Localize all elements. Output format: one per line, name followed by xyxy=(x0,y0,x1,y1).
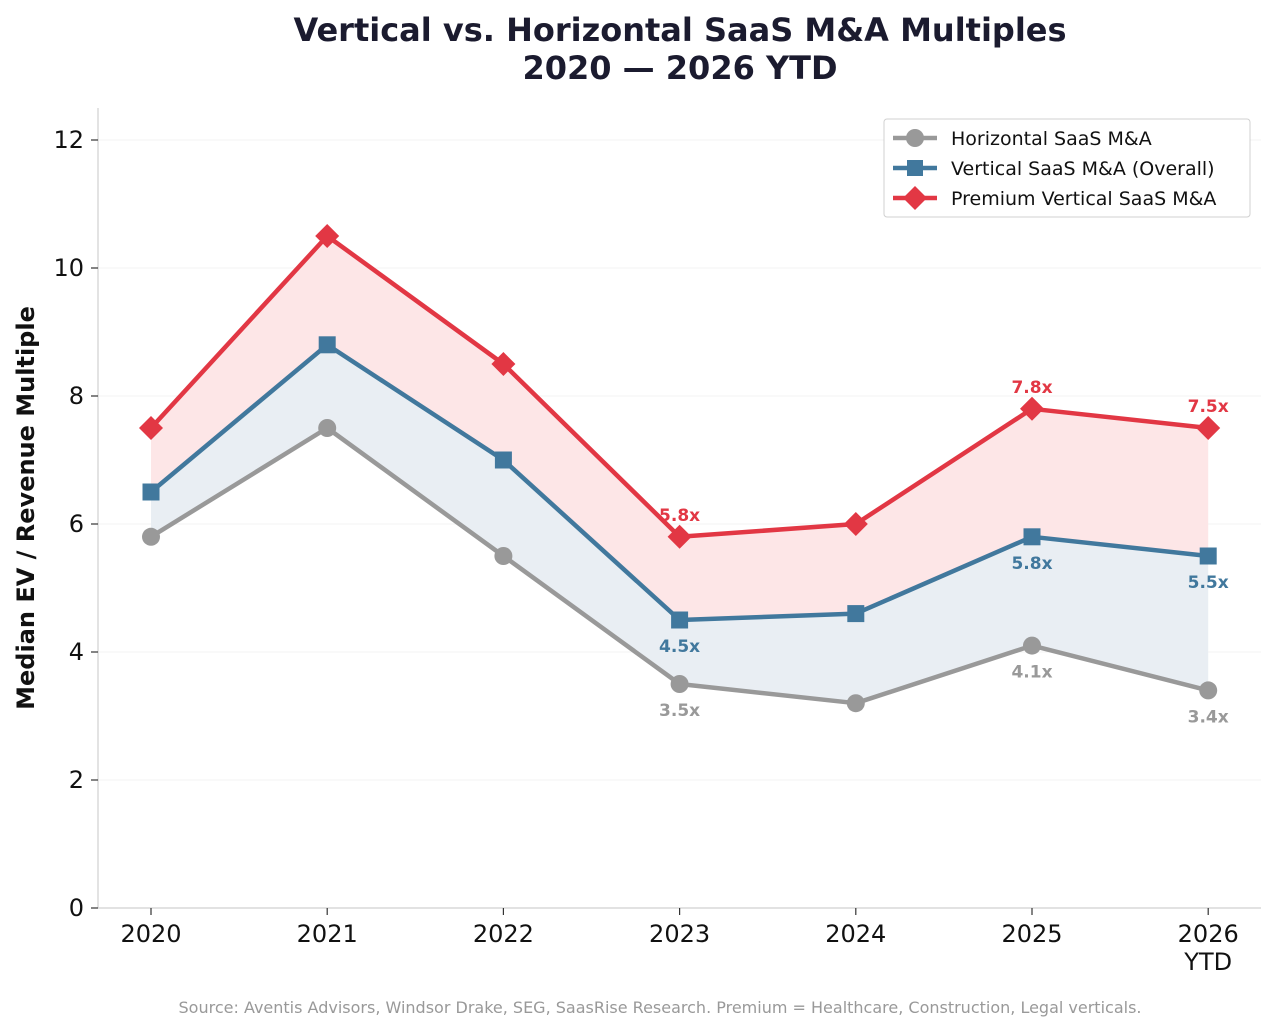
legend-label: Horizontal SaaS M&A xyxy=(951,128,1152,150)
series-lines xyxy=(139,224,1221,713)
y-tick-label: 4 xyxy=(69,638,84,666)
data-labels: 3.5x 4.1x 3.4x 4.5x 5.8x 5.5x 5.8x 7.8x 7.5x xyxy=(659,378,1229,728)
y-axis-label: Median EV / Revenue Multiple xyxy=(12,306,40,710)
y-tick-label: 8 xyxy=(69,382,84,410)
x-ticks: 2020 2021 2022 2023 2024 2025 2026 YTD xyxy=(120,908,1239,976)
source-note: Source: Aventis Advisors, Windsor Drake,… xyxy=(179,998,1142,1017)
data-label-vertical-saas-m-a-overall: 5.5x xyxy=(1188,573,1229,593)
data-label-vertical-saas-m-a-overall: 4.5x xyxy=(659,637,700,657)
y-tick-label: 6 xyxy=(69,510,84,538)
data-label-horizontal-saas-m-a: 3.5x xyxy=(659,701,700,721)
x-tick-label: 2025 xyxy=(1001,920,1062,948)
x-tick-label: 2022 xyxy=(473,920,534,948)
data-point-vertical-saas-m-a-overall xyxy=(142,483,160,501)
data-point-vertical-saas-m-a-overall xyxy=(494,451,512,469)
data-point-horizontal-saas-m-a xyxy=(1023,636,1041,655)
data-label-horizontal-saas-m-a: 3.4x xyxy=(1188,707,1229,727)
data-point-vertical-saas-m-a-overall xyxy=(1199,547,1217,565)
data-point-premium-vertical-saas-m-a xyxy=(1196,416,1221,440)
band-premium-vertical-saas-m-a xyxy=(151,236,1209,620)
data-point-premium-vertical-saas-m-a xyxy=(1020,396,1044,421)
y-tick-label: 0 xyxy=(69,894,84,922)
data-point-premium-vertical-saas-m-a xyxy=(315,224,340,248)
y-tick-label: 2 xyxy=(69,766,84,794)
band-vertical-saas-m-a-overall xyxy=(151,344,1209,704)
data-point-premium-vertical-saas-m-a xyxy=(843,512,868,536)
legend-marker xyxy=(903,186,927,210)
y-tick-label: 10 xyxy=(53,254,84,282)
data-point-horizontal-saas-m-a xyxy=(318,419,337,437)
chart-subtitle: 2020 — 2026 YTD xyxy=(522,49,837,87)
x-tick-label: 2023 xyxy=(649,920,710,948)
legend-marker xyxy=(907,160,923,176)
data-point-vertical-saas-m-a-overall xyxy=(847,605,865,623)
data-point-premium-vertical-saas-m-a xyxy=(667,524,692,549)
data-label-premium-vertical-saas-m-a: 5.8x xyxy=(659,506,700,526)
data-point-horizontal-saas-m-a xyxy=(670,675,689,693)
x-tick-label: 2024 xyxy=(825,920,886,948)
shaded-bands xyxy=(151,236,1209,704)
data-point-horizontal-saas-m-a xyxy=(494,547,513,565)
legend-marker xyxy=(906,129,924,147)
legend-box xyxy=(883,118,1251,218)
data-point-vertical-saas-m-a-overall xyxy=(671,611,689,629)
x-tick-label: 2021 xyxy=(297,920,358,948)
chart-title: Vertical vs. Horizontal SaaS M&A Multipl… xyxy=(293,11,1066,49)
data-point-horizontal-saas-m-a xyxy=(142,527,160,546)
data-point-premium-vertical-saas-m-a xyxy=(491,352,516,376)
data-point-vertical-saas-m-a-overall xyxy=(318,336,336,354)
data-point-horizontal-saas-m-a xyxy=(1199,681,1218,700)
data-point-premium-vertical-saas-m-a xyxy=(139,416,163,440)
x-tick-label: 2020 xyxy=(120,920,181,948)
legend-label: Vertical SaaS M&A (Overall) xyxy=(951,158,1215,180)
data-label-vertical-saas-m-a-overall: 5.8x xyxy=(1011,554,1052,574)
legend-label: Premium Vertical SaaS M&A xyxy=(951,188,1216,210)
x-tick-label: 2026 YTD xyxy=(1178,920,1239,976)
data-label-horizontal-saas-m-a: 4.1x xyxy=(1011,663,1052,683)
data-label-premium-vertical-saas-m-a: 7.8x xyxy=(1011,378,1052,398)
data-label-premium-vertical-saas-m-a: 7.5x xyxy=(1188,397,1229,417)
data-point-horizontal-saas-m-a xyxy=(846,694,865,713)
legend: Horizontal SaaS M&A Vertical SaaS M&A (Ov… xyxy=(883,118,1251,218)
y-tick-label: 12 xyxy=(53,126,84,154)
y-ticks: 0 2 4 6 8 10 12 xyxy=(53,126,98,922)
data-point-vertical-saas-m-a-overall xyxy=(1023,528,1041,546)
